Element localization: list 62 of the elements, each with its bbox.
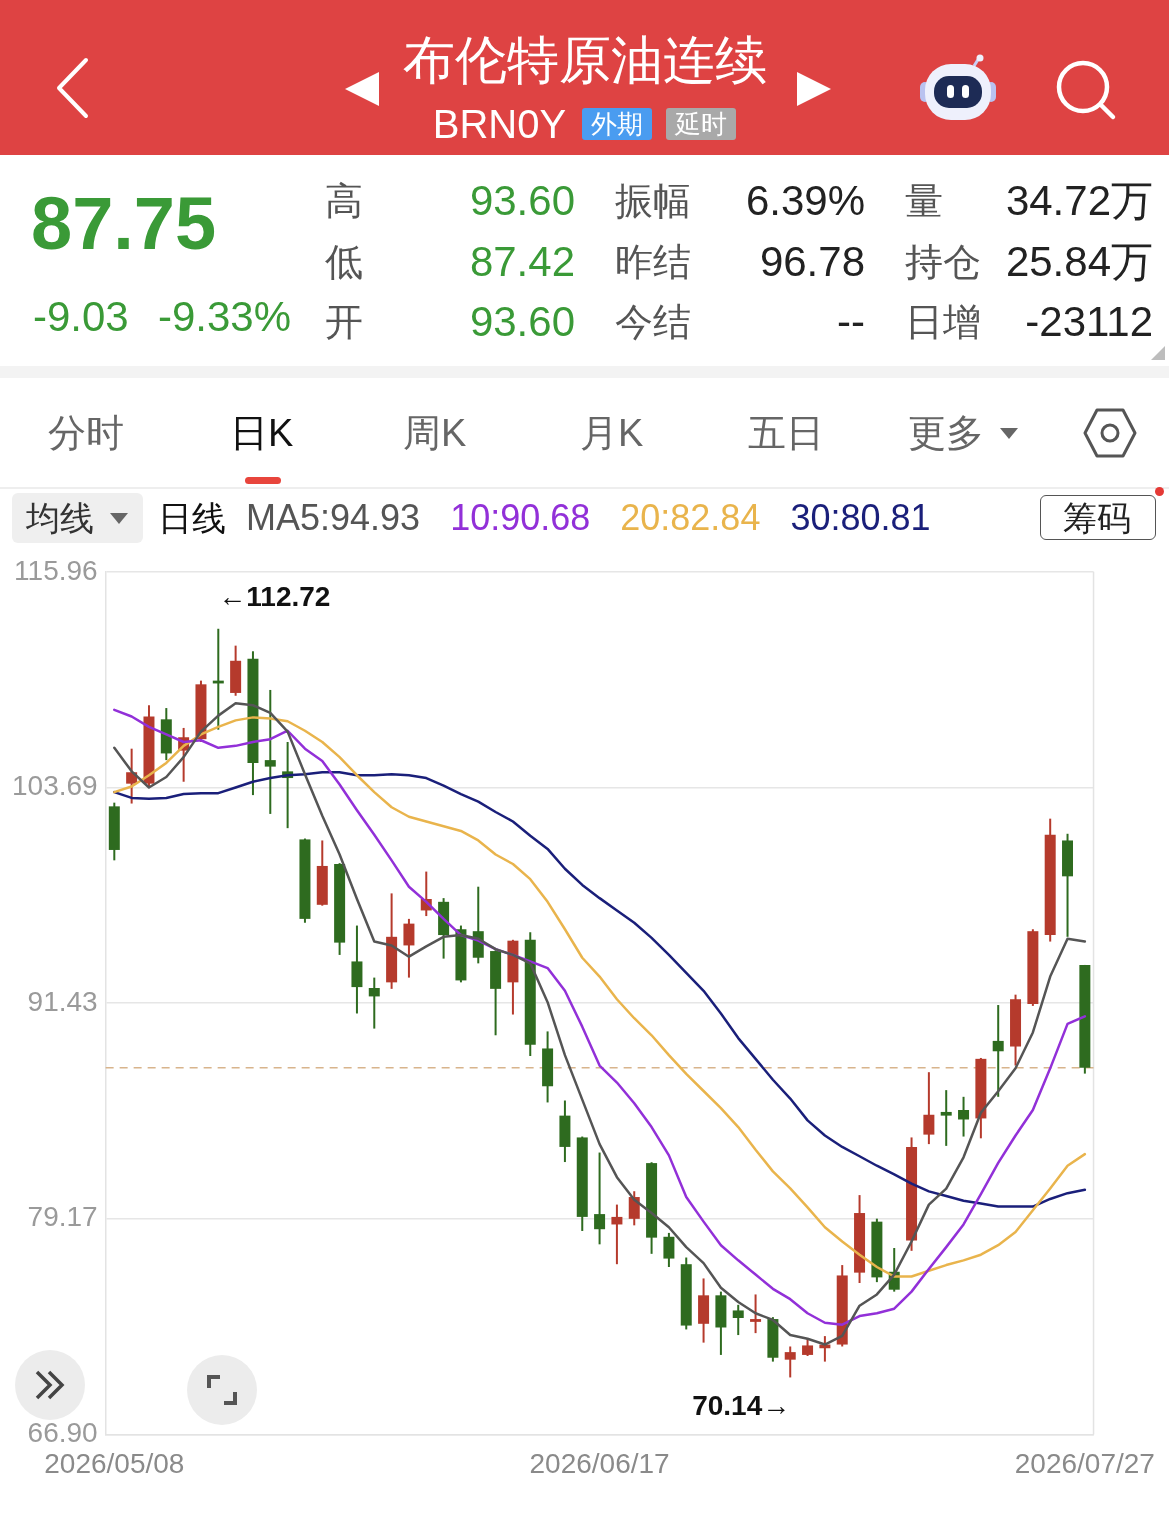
candlestick — [958, 1095, 970, 1138]
text: 低 — [325, 241, 363, 283]
candlestick — [940, 1089, 952, 1147]
text: 96.78 — [759, 238, 865, 285]
tag: 延时 — [666, 108, 737, 140]
text: 10:90.68 — [450, 497, 591, 538]
tag: 外期 — [582, 108, 653, 140]
text: 日线 — [158, 499, 226, 537]
text: 周K — [403, 412, 467, 454]
text: -- — [837, 298, 865, 345]
text: 筹码 — [1063, 499, 1131, 537]
text: 6.39% — [745, 177, 865, 224]
candlestick — [594, 1151, 606, 1246]
text: 34.72万 — [1005, 177, 1153, 224]
text: 昨结 — [615, 241, 691, 283]
text: 均线 — [26, 499, 94, 537]
annotation: 70.14→ — [692, 1390, 791, 1422]
x-tick-label: 2026/07/27 — [1014, 1447, 1155, 1479]
text: 日K — [230, 412, 294, 454]
candlestick — [992, 1004, 1004, 1098]
text: 30:80.81 — [790, 497, 931, 538]
candlestick — [628, 1190, 640, 1227]
text: 开 — [325, 301, 363, 343]
text: 振幅 — [615, 180, 691, 222]
text: 分时 — [48, 412, 124, 454]
candlestick — [663, 1231, 675, 1269]
chart-title: 布伦特原油连续 — [402, 31, 767, 89]
text: -9.33% — [158, 293, 292, 340]
y-tick-label: 79.17 — [27, 1201, 98, 1233]
text: MA5:94.93 — [246, 497, 421, 538]
candlestick — [923, 1071, 935, 1146]
candlestick — [264, 688, 276, 815]
candlestick — [368, 976, 380, 1030]
text: 87.42 — [469, 238, 575, 285]
text: 今结 — [615, 301, 691, 343]
text: 93.60 — [469, 177, 575, 224]
text: 93.60 — [469, 298, 575, 345]
text: 更多 — [908, 412, 984, 454]
text: 87.75 — [31, 182, 217, 265]
x-tick-label: 2026/05/08 — [44, 1447, 185, 1479]
y-tick-label: 115.96 — [14, 554, 98, 586]
candlestick — [750, 1293, 762, 1335]
text: 月K — [580, 412, 644, 454]
candlestick — [403, 917, 415, 979]
text: -9.03 — [33, 293, 129, 340]
text: 20:82.84 — [620, 497, 761, 538]
text: 25.84万 — [1005, 238, 1153, 285]
text: 日增 — [905, 301, 981, 343]
annotation: ←112.72 — [218, 581, 331, 613]
x-tick-label: 2026/06/17 — [529, 1447, 670, 1479]
y-tick-label: 103.69 — [12, 770, 98, 802]
candlestick — [784, 1345, 796, 1379]
text: 高 — [325, 180, 363, 222]
text: 量 — [905, 180, 943, 222]
y-tick-label: 66.90 — [27, 1417, 98, 1449]
text: 五日 — [748, 412, 824, 454]
chart-subtitle: BRN0Y — [432, 102, 567, 146]
text: -23112 — [1025, 298, 1153, 345]
text: 持仓 — [905, 241, 981, 283]
y-tick-label: 91.43 — [27, 985, 98, 1017]
candlestick — [611, 1203, 623, 1266]
candlestick — [732, 1303, 744, 1337]
